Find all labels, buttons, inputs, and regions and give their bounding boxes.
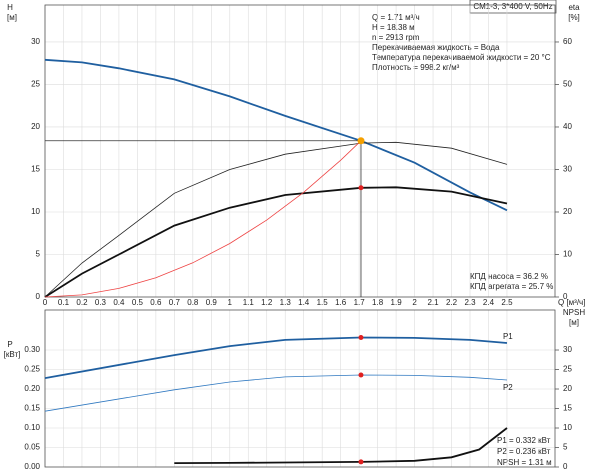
operating-point: [358, 185, 364, 191]
x-tick-label: 0: [43, 298, 48, 307]
curve: [44, 141, 508, 298]
x-tick-label: 0.3: [95, 298, 107, 307]
x-tick-label: 0.8: [187, 298, 199, 307]
y2-tick-label: 30: [563, 345, 572, 354]
plot-frame: [44, 4, 556, 298]
y-tick-label: 0.00: [24, 462, 40, 471]
chart-title: CM1-3, 3*400 V, 50Hz: [473, 2, 552, 11]
info-text: Плотность = 998.2 кг/м³: [372, 63, 460, 72]
y-tick-label: 30: [31, 37, 40, 46]
x-tick-label: 2: [412, 298, 417, 307]
y-tick-label: 15: [31, 165, 40, 174]
x-tick-label: 2.1: [427, 298, 439, 307]
y2-tick-label: 15: [563, 404, 572, 413]
curve: [174, 427, 508, 464]
x-tick-label: 1.9: [391, 298, 403, 307]
x-tick-label: 0.1: [58, 298, 70, 307]
y-tick-label: 0.10: [24, 423, 40, 432]
y-tick-label: 20: [31, 122, 40, 131]
y2-tick-label: 30: [563, 165, 572, 174]
y-tick-label: 10: [31, 207, 40, 216]
x-tick-label: 1.5: [317, 298, 329, 307]
info-text: Температура перекачиваемой жидкости = 20…: [372, 53, 551, 62]
curve: [44, 186, 508, 298]
power-text: NPSH = 1.31 м: [497, 458, 552, 467]
info-text: Перекачиваемая жидкость = Вода: [372, 43, 500, 52]
x-tick-label: 0.7: [169, 298, 181, 307]
y2-tick-label: 10: [563, 423, 572, 432]
x-tick-label: 0.6: [150, 298, 162, 307]
y2-tick-label: 50: [563, 80, 572, 89]
series-label: P2: [503, 383, 513, 392]
y-tick-label: 5: [36, 250, 41, 259]
operating-point: [358, 372, 364, 378]
y-axis-label: H: [7, 3, 13, 12]
y-tick-label: 0: [36, 292, 41, 301]
curve: [44, 58, 508, 212]
x-tick-label: 2.3: [464, 298, 476, 307]
y2-tick-label: 20: [563, 207, 572, 216]
y2-axis-unit: [м]: [569, 318, 579, 327]
operating-point: [358, 335, 364, 341]
x-tick-label: 1.8: [372, 298, 384, 307]
x-tick-label: 0.9: [206, 298, 218, 307]
y-tick-label: 0.25: [24, 365, 40, 374]
series-label: P1: [503, 332, 513, 341]
y-tick-label: 0.30: [24, 345, 40, 354]
y-axis-unit: [м]: [7, 13, 17, 22]
y-tick-label: 0.05: [24, 443, 40, 452]
x-tick-label: 2.2: [446, 298, 458, 307]
y2-tick-label: 20: [563, 384, 572, 393]
x-tick-label: 1: [228, 298, 233, 307]
curve: [44, 374, 508, 412]
curve: [44, 336, 508, 379]
efficiency-text: КПД насоса = 36.2 %: [470, 272, 548, 281]
y2-tick-label: 60: [563, 37, 572, 46]
y2-axis-unit: [%]: [568, 13, 580, 22]
x-tick-label: 1.2: [261, 298, 273, 307]
y-tick-label: 0.20: [24, 384, 40, 393]
y-axis-unit: [кВт]: [4, 350, 21, 359]
y2-tick-label: 5: [563, 443, 568, 452]
x-tick-label: 1.7: [354, 298, 366, 307]
y-tick-label: 0.15: [24, 404, 40, 413]
y-tick-label: 25: [31, 80, 40, 89]
x-tick-label: 1.3: [280, 298, 292, 307]
x-tick-label: 0.5: [132, 298, 144, 307]
info-text: H = 18.38 м: [372, 23, 415, 32]
x-tick-label: 2.4: [483, 298, 495, 307]
y2-tick-label: 0: [563, 462, 568, 471]
x-tick-label: 1.4: [298, 298, 310, 307]
plot-frame: [44, 309, 556, 468]
power-text: P2 = 0.236 кВт: [497, 447, 551, 456]
y2-tick-label: 40: [563, 122, 572, 131]
x-axis-label: Q [м³/ч]: [558, 298, 585, 307]
power-text: P1 = 0.332 кВт: [497, 436, 551, 445]
x-tick-label: 2.5: [501, 298, 513, 307]
x-tick-label: 0.4: [113, 298, 125, 307]
operating-point: [357, 137, 365, 145]
curve: [44, 140, 362, 298]
y-axis-label: P: [7, 340, 12, 349]
y2-tick-label: 10: [563, 250, 572, 259]
x-tick-label: 1.1: [243, 298, 255, 307]
y2-tick-label: 25: [563, 365, 572, 374]
x-tick-label: 0.2: [76, 298, 88, 307]
y2-axis-label: NPSH: [563, 308, 585, 317]
y2-tick-label: 0: [563, 292, 568, 301]
y2-axis-label: eta: [568, 3, 580, 12]
operating-point: [358, 459, 364, 465]
efficiency-text: КПД агрегата = 25.7 %: [470, 282, 553, 291]
x-tick-label: 1.6: [335, 298, 347, 307]
